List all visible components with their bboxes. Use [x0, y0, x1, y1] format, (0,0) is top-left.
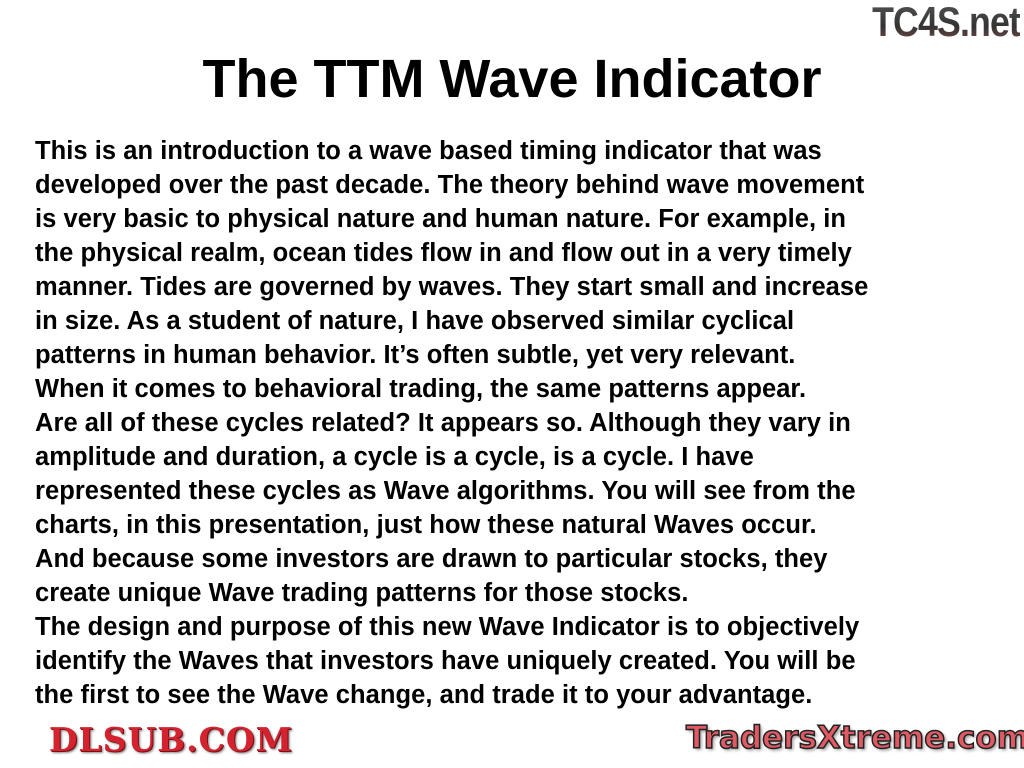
body-line: Are all of these cycles related? It appe…	[35, 409, 851, 437]
body-line: is very basic to physical nature and hum…	[35, 205, 847, 233]
body-line: The design and purpose of this new Wave …	[35, 613, 860, 641]
body-line: This is an introduction to a wave based …	[35, 137, 822, 165]
tradersxtreme-watermark: TradersXtreme.com	[685, 719, 1024, 757]
body-line: And because some investors are drawn to …	[35, 545, 828, 573]
body-line: charts, in this presentation, just how t…	[35, 511, 817, 539]
body-line: patterns in human behavior. It’s often s…	[35, 341, 796, 369]
body-line: in size. As a student of nature, I have …	[35, 307, 795, 335]
body-line: manner. Tides are governed by waves. The…	[35, 273, 869, 301]
body-line: identify the Waves that investors have u…	[35, 647, 856, 675]
body-line: the first to see the Wave change, and tr…	[35, 681, 813, 709]
body-line: When it comes to behavioral trading, the…	[35, 375, 807, 403]
body-line: create unique Wave trading patterns for …	[35, 579, 689, 607]
body-line: amplitude and duration, a cycle is a cyc…	[35, 443, 754, 471]
body-line: represented these cycles as Wave algorit…	[35, 477, 856, 505]
body-line: developed over the past decade. The theo…	[35, 171, 865, 199]
tc4s-watermark: TC4S.net	[872, 0, 1021, 45]
dlsub-watermark-text: DLSUB.COM	[48, 720, 294, 759]
slide-body: This is an introduction to a wave based …	[35, 134, 1015, 712]
slide-title: The TTM Wave Indicator	[202, 49, 822, 109]
body-line: the physical realm, ocean tides flow in …	[35, 239, 852, 267]
dlsub-watermark: DLSUB.COM	[35, 722, 307, 758]
